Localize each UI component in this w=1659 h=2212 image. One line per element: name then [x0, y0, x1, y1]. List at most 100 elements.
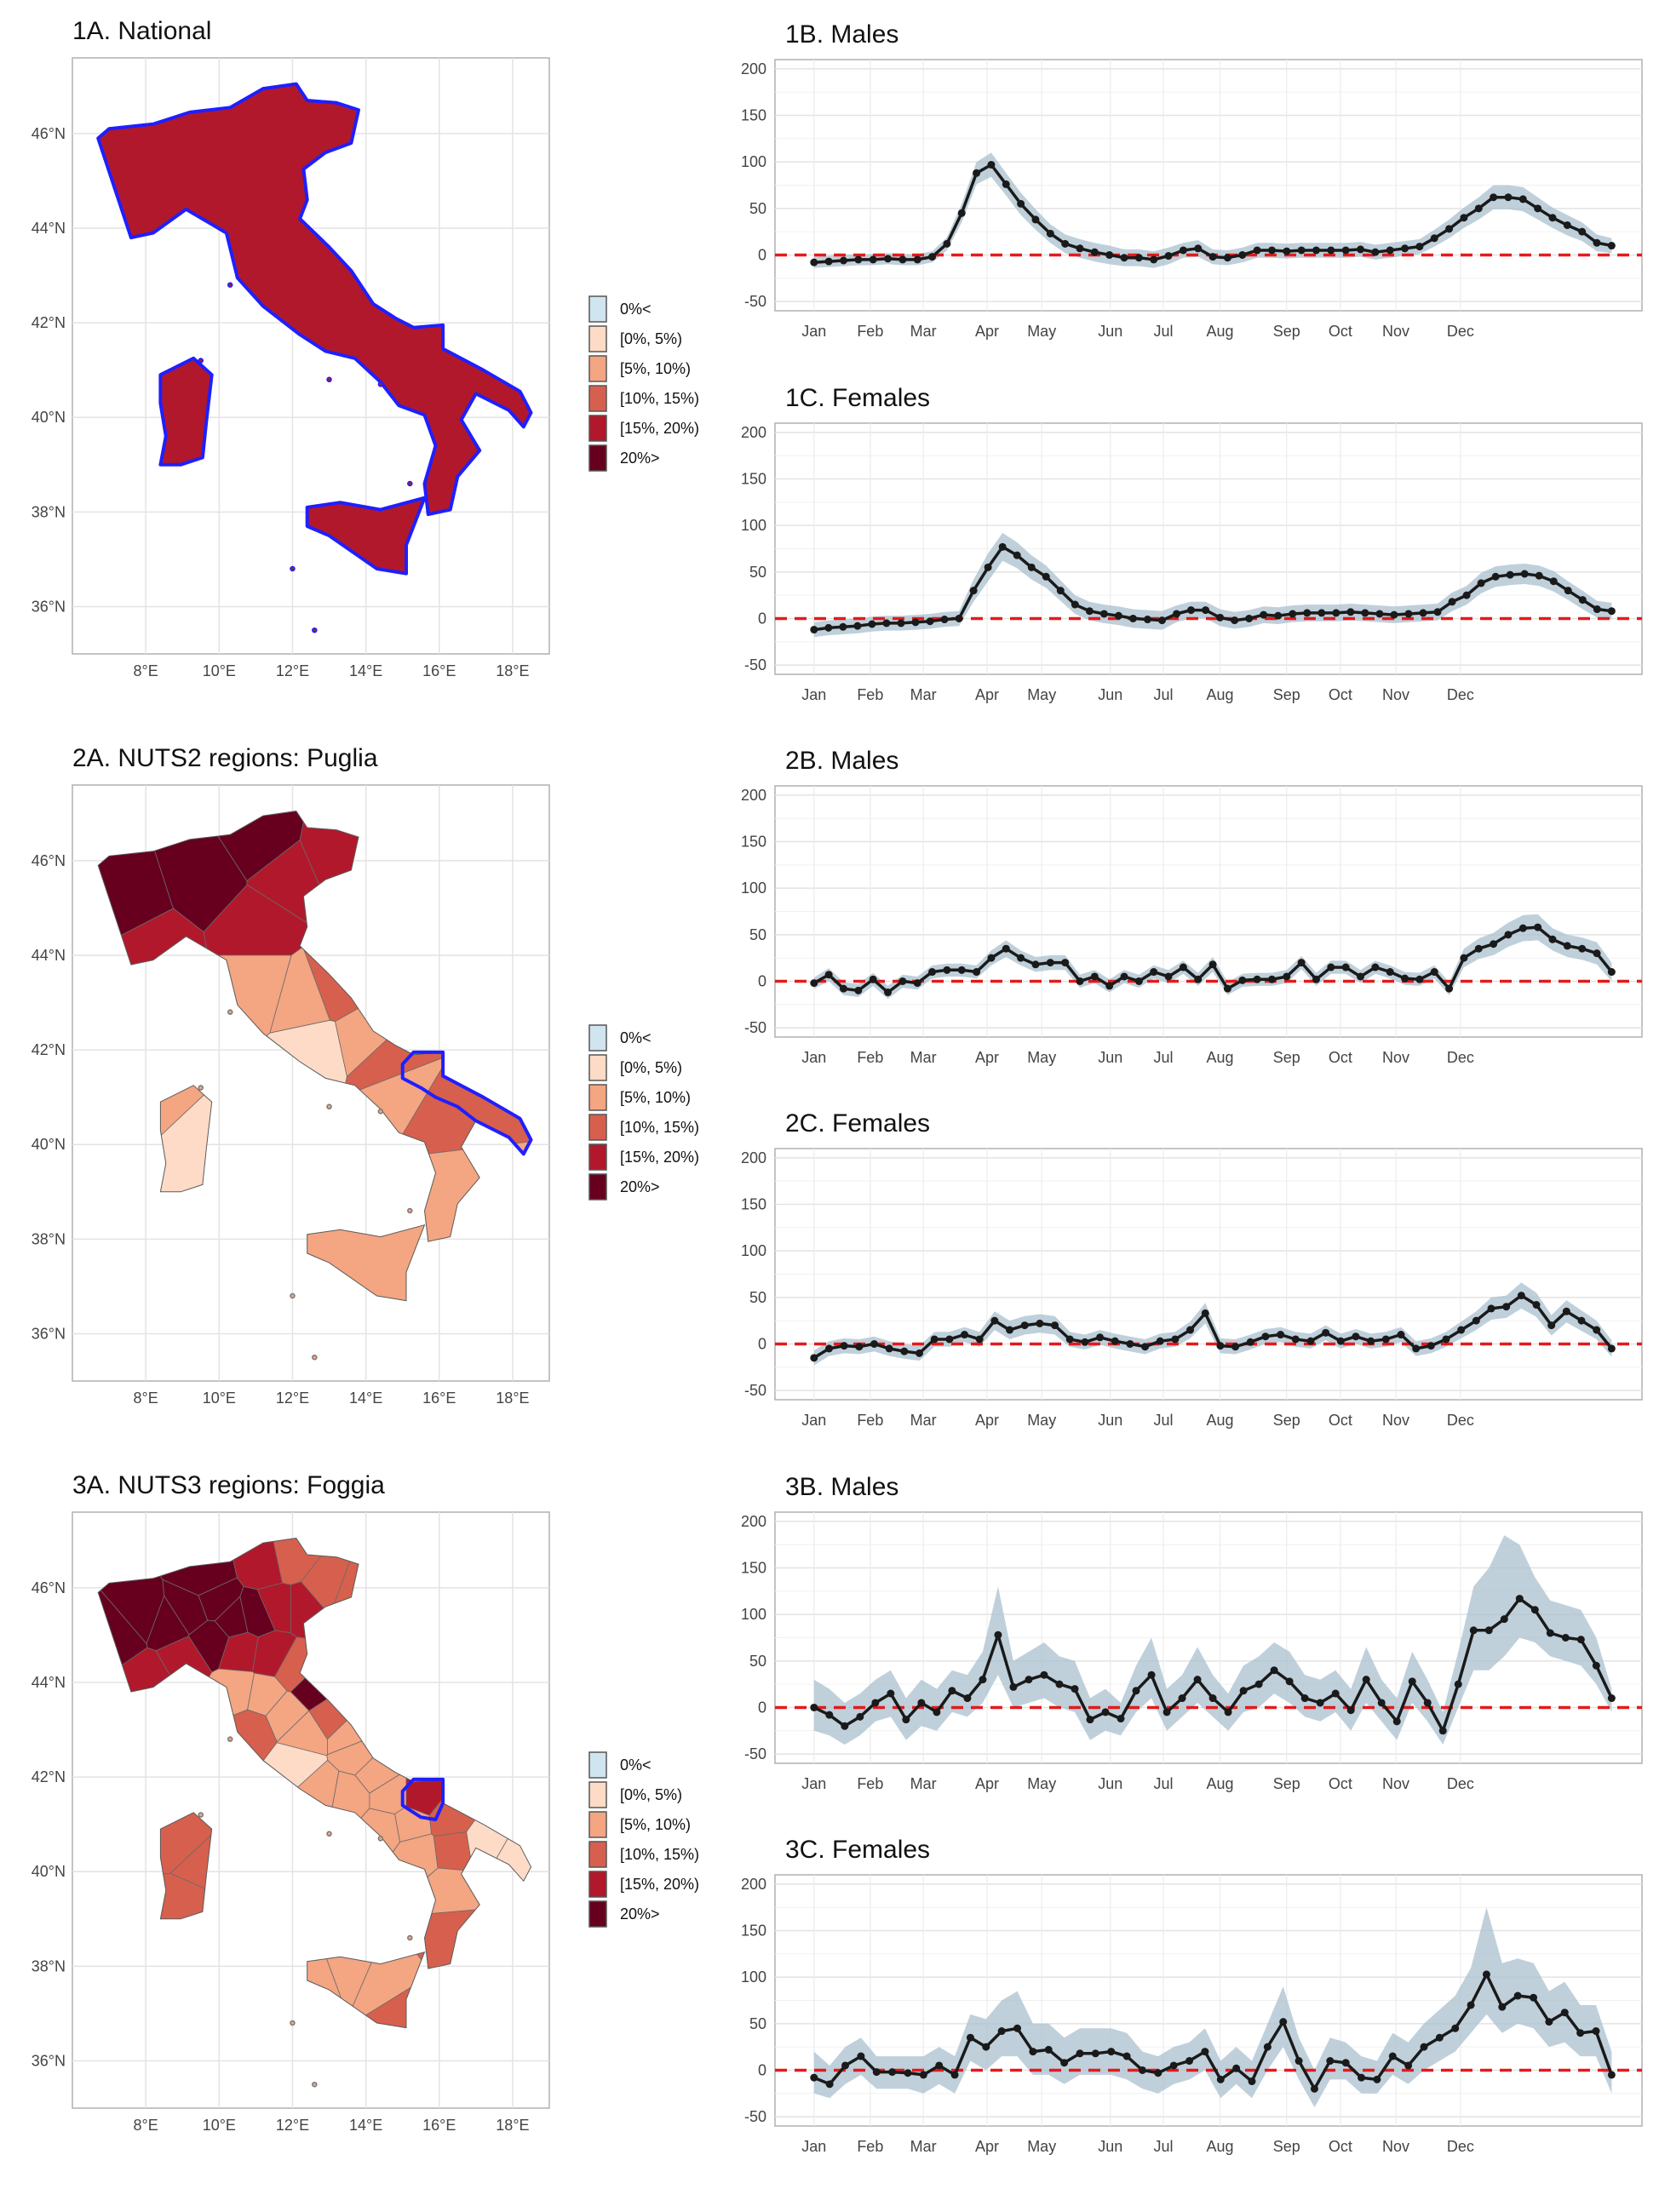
data-point — [1091, 2049, 1099, 2058]
region-polygon — [184, 811, 312, 882]
data-point — [1404, 610, 1413, 618]
data-point — [1491, 572, 1500, 581]
data-point — [1260, 610, 1268, 619]
data-point — [1474, 204, 1483, 213]
chart-x-tick: Oct — [1329, 1775, 1352, 1792]
chart-y-tick: 200 — [741, 1149, 766, 1166]
data-point — [1578, 596, 1587, 605]
data-point — [1025, 1676, 1033, 1684]
data-point — [1071, 600, 1079, 609]
data-point — [1518, 195, 1527, 203]
data-point — [869, 975, 877, 983]
data-point — [882, 619, 891, 627]
chart-x-tick: Jul — [1154, 686, 1174, 703]
data-point — [1147, 1670, 1156, 1679]
data-point — [856, 1712, 864, 1721]
data-point — [1500, 1615, 1508, 1624]
data-point — [824, 1344, 833, 1353]
chart-x-tick: Sep — [1273, 1049, 1300, 1066]
chart-x-tick: Nov — [1382, 686, 1409, 703]
data-point — [1216, 1342, 1225, 1350]
data-point — [1577, 1316, 1586, 1325]
data-point — [1336, 1337, 1345, 1345]
data-point — [1154, 2069, 1162, 2077]
data-point — [810, 258, 818, 266]
data-point — [1126, 1339, 1134, 1348]
chart-x-tick: Oct — [1329, 323, 1352, 340]
data-point — [950, 2071, 959, 2079]
data-point — [1044, 2045, 1053, 2054]
chart-x-tick: Aug — [1207, 1049, 1234, 1066]
chart-y-tick: 200 — [741, 60, 766, 77]
chart-panel — [774, 1874, 1643, 2127]
data-point — [1484, 1626, 1493, 1635]
chart-y-tick: -50 — [744, 1019, 766, 1036]
chart-x-tick: Jun — [1098, 1049, 1122, 1066]
data-point — [998, 542, 1007, 551]
data-point — [900, 1347, 909, 1355]
data-point — [854, 986, 863, 994]
data-point — [1194, 244, 1203, 253]
data-point — [1031, 215, 1040, 224]
map-x-tick: 12°E — [276, 662, 309, 679]
chart-x-tick: Nov — [1382, 2138, 1409, 2155]
chart-title: 1C. Females — [785, 384, 930, 412]
data-point — [841, 1722, 849, 1730]
map-y-tick: 44°N — [32, 220, 66, 237]
data-point — [1046, 959, 1054, 967]
map-y-tick: 46°N — [32, 125, 66, 142]
data-point — [1593, 1326, 1601, 1334]
chart-x-tick: Dec — [1447, 1775, 1474, 1792]
data-point — [1312, 246, 1320, 255]
data-point — [1171, 1335, 1180, 1344]
data-point — [1156, 1337, 1164, 1345]
chart-y-tick: 100 — [741, 1606, 766, 1623]
data-point — [1046, 229, 1054, 238]
chart-y-tick: 100 — [741, 1968, 766, 1986]
data-point — [940, 616, 949, 624]
data-point — [1560, 2009, 1569, 2017]
chart-x-tick: Jan — [801, 1775, 826, 1792]
data-point — [810, 1703, 818, 1711]
data-point — [840, 1342, 848, 1350]
data-point — [1576, 2029, 1585, 2037]
data-point — [1141, 1343, 1150, 1351]
map-x-tick: 12°E — [276, 2117, 309, 2134]
data-point — [1208, 1694, 1217, 1703]
chart-x-tick: Nov — [1382, 1775, 1409, 1792]
chart-y-tick: 100 — [741, 153, 766, 170]
data-point — [1090, 248, 1099, 256]
data-point — [810, 626, 818, 634]
data-point — [1009, 1682, 1018, 1691]
legend: 0%< [0%, 5%) [5%, 10%) [10%, 15%) [15%, 20%)… — [588, 295, 699, 472]
map-y-tick: 38°N — [32, 503, 66, 520]
data-point — [1216, 613, 1225, 622]
confidence-band — [813, 532, 1612, 638]
data-point — [841, 2061, 850, 2070]
data-point — [1506, 570, 1514, 579]
legends-layer: 0%< [0%, 5%) [5%, 10%) [10%, 15%) [15%, 20%)… — [588, 295, 699, 1928]
chart-y-tick: -50 — [744, 2108, 766, 2125]
data-point — [871, 1699, 880, 1707]
chart-x-tick: Jun — [1098, 686, 1122, 703]
legend-label: 20%> — [620, 1905, 660, 1923]
chart-panel — [774, 422, 1643, 675]
chart-y-tick: 50 — [749, 1289, 766, 1306]
data-point — [1232, 2064, 1241, 2072]
data-point — [839, 622, 847, 631]
data-point — [1316, 1699, 1324, 1707]
data-point — [1592, 2027, 1600, 2036]
data-point — [1224, 1708, 1232, 1716]
chart-x-tick: Apr — [975, 1412, 999, 1429]
data-point — [1401, 244, 1409, 253]
island — [312, 2081, 318, 2088]
map-x-tick: 10°E — [203, 1390, 236, 1407]
map-x-tick: 14°E — [349, 2117, 382, 2134]
legend-label: [5%, 10%) — [620, 360, 691, 377]
chart-x-tick: Feb — [857, 1775, 883, 1792]
data-point — [1341, 246, 1350, 255]
data-point — [1208, 960, 1217, 969]
chart-x-tick: Apr — [975, 1775, 999, 1792]
data-point — [1029, 2048, 1037, 2056]
data-point — [1375, 610, 1384, 618]
